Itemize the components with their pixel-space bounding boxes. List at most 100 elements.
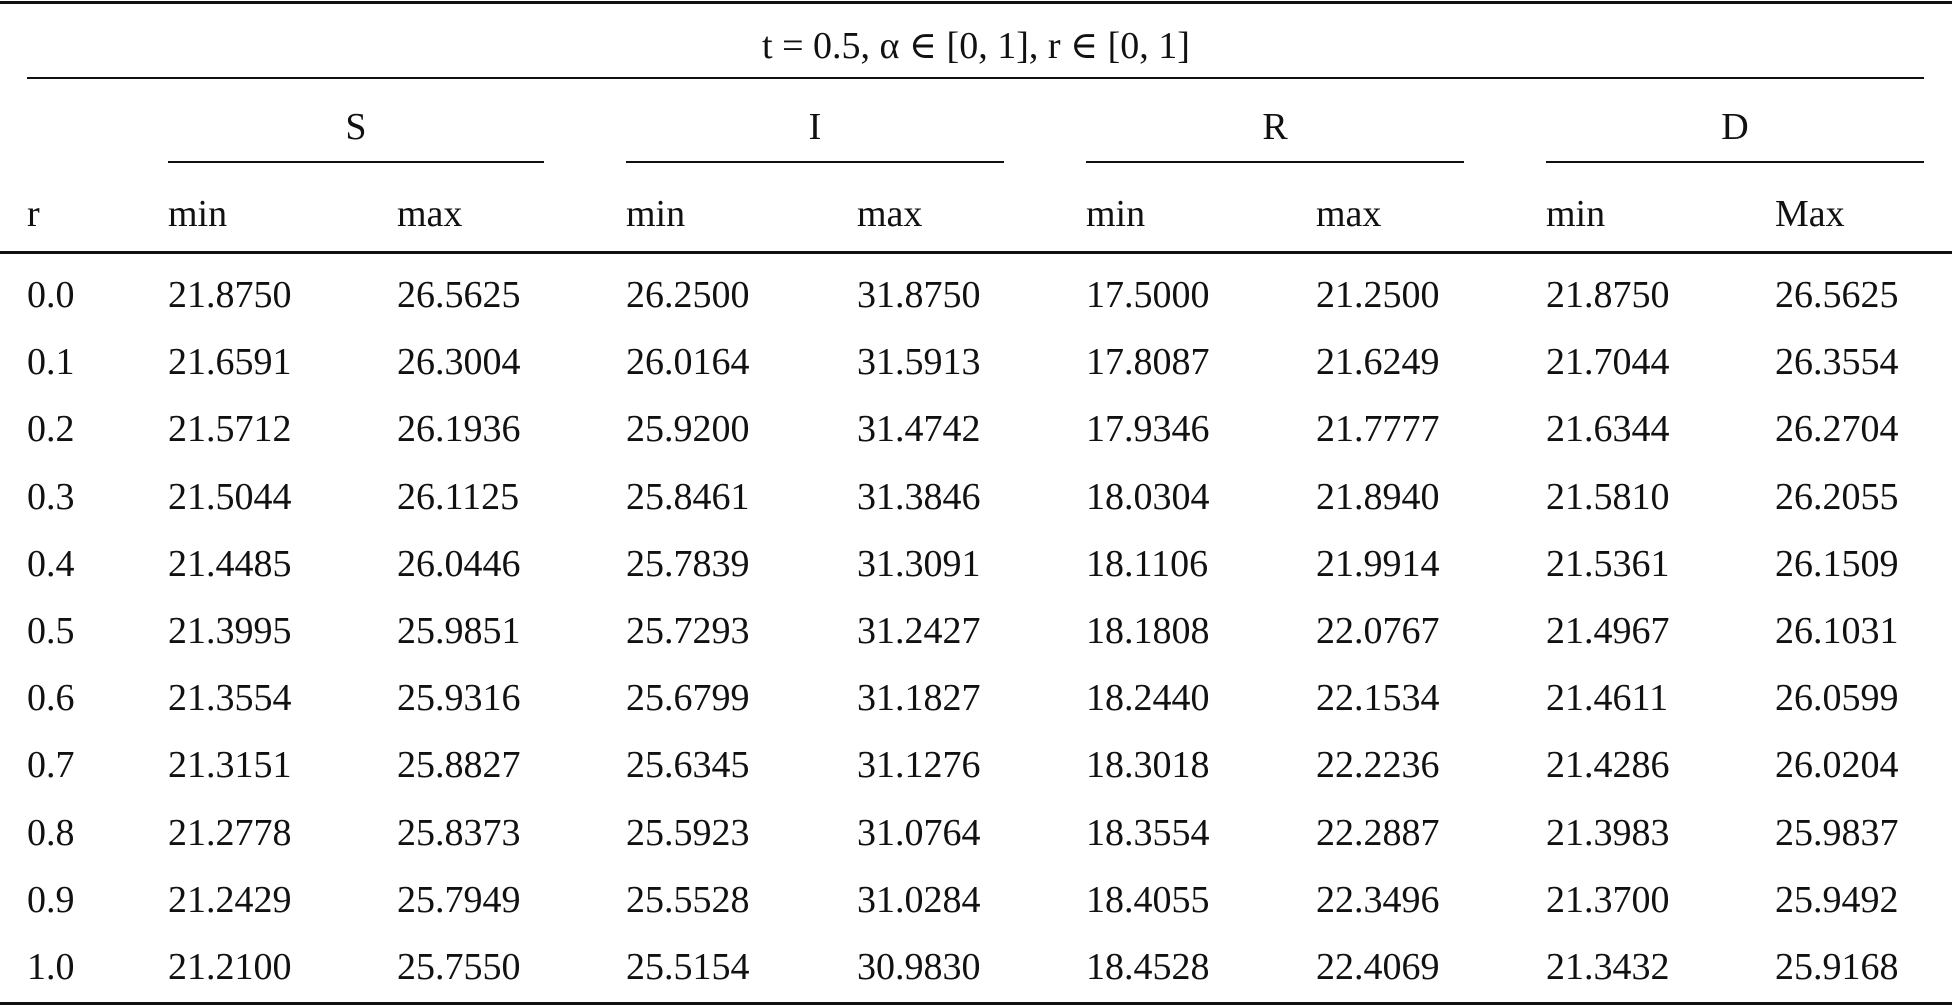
table-cell: 26.5625 [397,274,521,316]
table-cell: 26.1936 [397,408,521,451]
table-cell: 22.0767 [1316,610,1440,652]
table-cell: 25.7550 [397,946,521,988]
table-cell: 21.3700 [1546,878,1670,921]
group-header: D [1721,106,1749,148]
table-cell: 30.9830 [857,946,981,988]
table-cell: 26.1509 [1775,542,1899,585]
table-cell: 25.6799 [626,677,750,720]
table-cell: 25.9837 [1775,811,1899,854]
column-header: min [626,193,686,235]
table-cell: 21.6344 [1546,408,1670,451]
row-label: 0.9 [27,878,75,921]
table-cell: 25.9200 [626,408,750,451]
table-cell: 25.8827 [397,744,521,787]
table-cell: 31.5913 [857,341,981,384]
table-cell: 21.6591 [168,341,292,384]
table-cell: 26.0164 [626,341,750,384]
bottom-rule [0,1002,1952,1005]
table-cell: 21.3151 [168,744,292,787]
group-header: S [345,106,367,148]
title-rule [27,77,1924,79]
table-cell: 25.7949 [397,878,521,921]
table-cell: 18.1106 [1086,542,1209,585]
group-header: I [808,106,822,148]
table-cell: 21.4967 [1546,610,1670,652]
row-label: 0.3 [27,475,75,518]
table-cell: 22.2887 [1316,811,1440,854]
table-cell: 31.2427 [857,610,981,652]
table-cell: 21.8940 [1316,475,1440,518]
group-rule [626,161,1004,163]
column-header: min [168,193,228,235]
table-cell: 21.2500 [1316,274,1440,316]
table-cell: 31.3091 [857,542,981,585]
table-cell: 26.1125 [397,475,520,518]
table-cell: 31.0764 [857,811,981,854]
table-cell: 26.2704 [1775,408,1899,451]
header-rule [0,251,1952,254]
row-label: 0.7 [27,744,75,787]
table-cell: 25.7839 [626,542,750,585]
table-cell: 21.4286 [1546,744,1670,787]
column-header: r [27,193,40,235]
table-cell: 18.4528 [1086,946,1210,988]
table-cell: 18.1808 [1086,610,1210,652]
table-cell: 21.3432 [1546,946,1670,988]
row-label: 1.0 [27,946,75,988]
table-cell: 21.5810 [1546,475,1670,518]
table-cell: 21.2778 [168,811,292,854]
table-cell: 21.8750 [1546,274,1670,316]
table-cell: 31.1827 [857,677,981,720]
table-cell: 21.6249 [1316,341,1440,384]
table-cell: 22.4069 [1316,946,1440,988]
table-cell: 22.1534 [1316,677,1440,720]
column-header: min [1546,193,1606,235]
table-cell: 21.3983 [1546,811,1670,854]
table-cell: 25.8461 [626,475,750,518]
table-cell: 22.3496 [1316,878,1440,921]
table-cell: 18.3018 [1086,744,1210,787]
table-cell: 21.4485 [168,542,292,585]
table-cell: 26.1031 [1775,610,1899,652]
table-cell: 26.0204 [1775,744,1899,787]
table-cell: 31.1276 [857,744,981,787]
row-label: 0.6 [27,677,75,720]
table-cell: 25.8373 [397,811,521,854]
table-cell: 26.2055 [1775,475,1899,518]
table-cell: 17.8087 [1086,341,1210,384]
column-header: max [1316,193,1382,235]
row-label: 0.5 [27,610,75,652]
table-cell: 21.4611 [1546,677,1669,720]
group-rule [1086,161,1464,163]
table-cell: 21.8750 [168,274,292,316]
column-header: Max [1775,193,1845,235]
table-cell: 17.5000 [1086,274,1210,316]
group-rule [1546,161,1924,163]
row-label: 0.4 [27,542,75,585]
group-header: R [1262,106,1288,148]
row-label: 0.8 [27,811,75,854]
row-label: 0.0 [27,274,75,316]
column-header: max [397,193,463,235]
table-cell: 21.2429 [168,878,292,921]
table-cell: 21.5361 [1546,542,1670,585]
table-cell: 21.5712 [168,408,292,451]
group-rule [168,161,544,163]
top-rule [0,1,1952,4]
table-cell: 25.9492 [1775,878,1899,921]
column-header: min [1086,193,1146,235]
table-cell: 25.9316 [397,677,521,720]
table-cell: 26.0446 [397,542,521,585]
table-cell: 25.9851 [397,610,521,652]
table-cell: 18.4055 [1086,878,1210,921]
table-cell: 25.5923 [626,811,750,854]
table-cell: 26.3554 [1775,341,1899,384]
table-cell: 31.4742 [857,408,981,451]
table-cell: 21.3554 [168,677,292,720]
table-cell: 31.3846 [857,475,981,518]
table-cell: 26.3004 [397,341,521,384]
table-cell: 18.0304 [1086,475,1210,518]
table-cell: 31.0284 [857,878,981,921]
table-cell: 21.7044 [1546,341,1670,384]
